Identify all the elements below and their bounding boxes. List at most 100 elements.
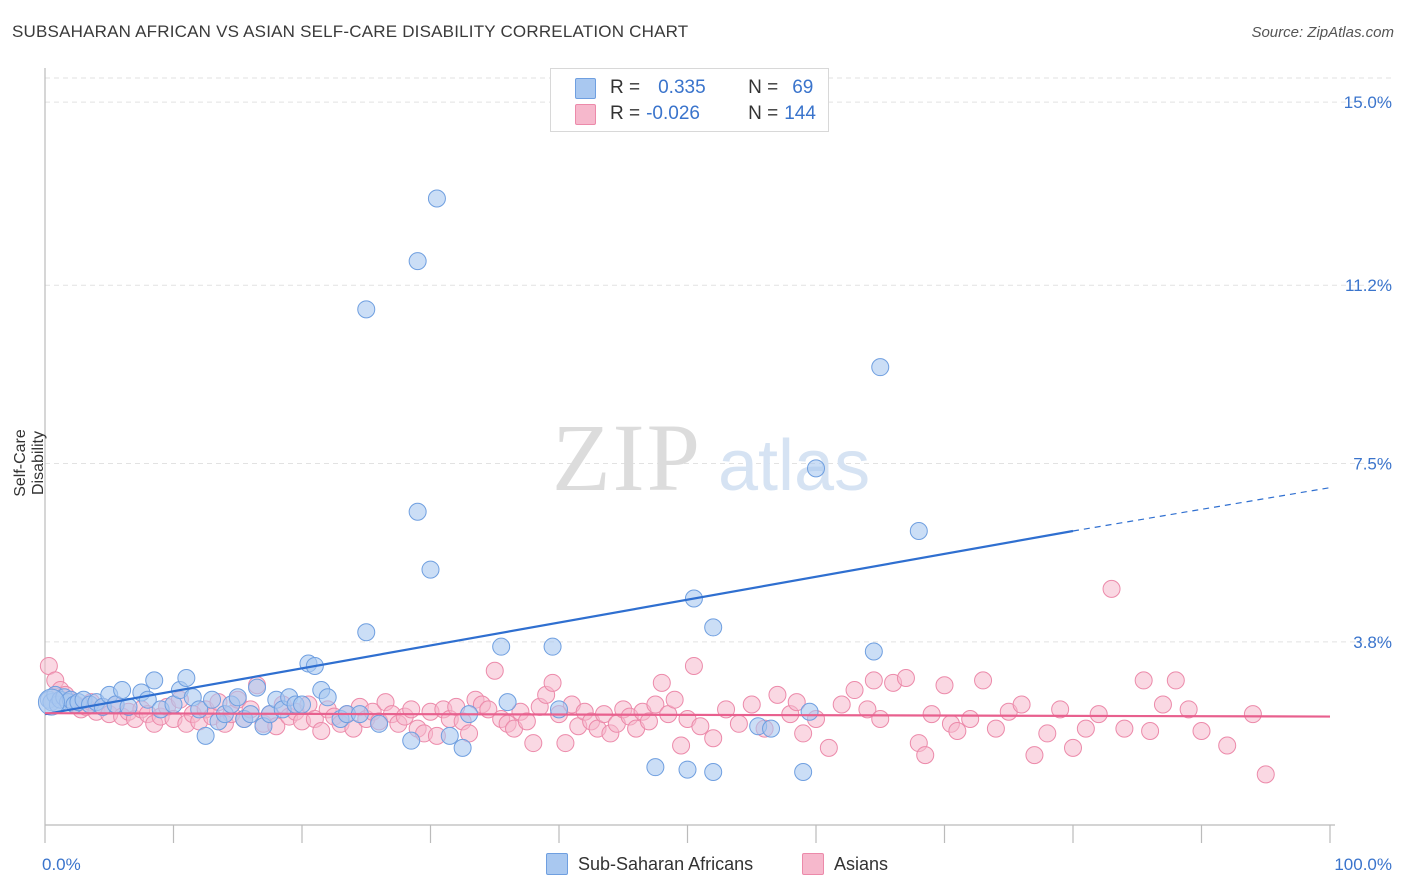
asians-point [1243, 705, 1262, 724]
asians-point [517, 712, 536, 731]
asians-point [1089, 705, 1108, 724]
asians-point [543, 673, 562, 692]
asians-point [1064, 738, 1082, 757]
sub-saharan-point [646, 758, 665, 777]
legend-item-asians[interactable]: Asians [802, 853, 888, 875]
asians-point [639, 712, 658, 731]
asians-point [684, 656, 703, 675]
sub-saharan-point [440, 726, 459, 745]
watermark-atlas: atlas [718, 426, 870, 506]
asians-point [1256, 765, 1275, 784]
sub-saharan-point [762, 719, 781, 738]
sub-saharan-point [807, 459, 825, 478]
asians-point [787, 693, 806, 712]
asians-point [896, 669, 915, 688]
y-tick-label: 15.0% [1344, 93, 1392, 112]
legend-n-value: 144 [784, 103, 816, 124]
sub-saharan-point [357, 300, 376, 319]
asians-point [916, 746, 935, 765]
asians-point [312, 722, 331, 741]
asians-point [948, 722, 967, 741]
asians-point [1179, 700, 1198, 719]
tick-labels: 3.8% 7.5% 11.2% 15.0% 0.0% 100.0% [42, 93, 1392, 874]
legend-n-value: 69 [792, 77, 814, 98]
sub-saharan-point [248, 678, 267, 697]
legend-n-label: N = [748, 77, 779, 98]
asians-point [794, 724, 813, 743]
asians-point [832, 695, 851, 714]
sub-saharan-point [228, 688, 247, 707]
legend-n-label: N = [748, 103, 779, 124]
legend-swatch-blue [575, 77, 596, 99]
asians-point [1038, 724, 1057, 743]
sub-saharan-point [492, 637, 511, 656]
asians-point [652, 673, 671, 692]
asians-point [961, 709, 980, 728]
asians-point [691, 717, 710, 736]
asians-point [974, 671, 993, 690]
legend-row-asians: R = -0.026 N = 144 [575, 102, 816, 126]
asians-point [768, 685, 787, 704]
chart-title: SUBSAHARAN AFRICAN VS ASIAN SELF-CARE DI… [12, 22, 689, 41]
asians-point [742, 695, 761, 714]
legend-label: Sub-Saharan Africans [578, 853, 754, 874]
asians-point [717, 700, 736, 719]
watermark-zip: ZIP [552, 404, 702, 511]
sub-saharan-point [177, 669, 196, 688]
sub-saharan-point [864, 642, 883, 661]
sub-saharan-point [871, 358, 890, 377]
sub-saharan-point [318, 688, 337, 707]
legend-label: Asians [834, 853, 889, 874]
asians-point [485, 661, 504, 680]
y-tick-label: 11.2% [1345, 276, 1392, 295]
legend-r-value: -0.026 [646, 103, 700, 124]
x-tick-label: 0.0% [42, 855, 81, 874]
asians-point [858, 700, 877, 719]
legend-r-label: R = [610, 77, 641, 98]
asians-point [922, 705, 941, 724]
series-legend: Sub-Saharan Africans Asians [0, 851, 1406, 877]
asians-point [672, 736, 691, 755]
sub-saharan-point [203, 690, 222, 709]
sub-saharan-trend-line [44, 529, 1074, 716]
asians-point [646, 695, 665, 714]
legend-swatch-pink [575, 103, 596, 125]
asians-point [1166, 671, 1185, 690]
sub-saharan-point [145, 671, 164, 690]
x-tick-label: 100.0% [1334, 855, 1392, 874]
sub-saharan-point [293, 695, 311, 714]
sub-saharan-point [370, 714, 389, 733]
grid-lines [45, 77, 1392, 643]
asians-point [1141, 722, 1160, 741]
asians-point [665, 690, 684, 709]
asians-point [986, 719, 1005, 738]
chart-source: Source: ZipAtlas.com [1251, 24, 1394, 41]
sub-saharan-point [453, 738, 472, 757]
sub-saharan-point [543, 637, 562, 656]
asians-point [1192, 722, 1211, 741]
asians-point [1134, 671, 1153, 690]
sub-saharan-point [427, 189, 446, 208]
sub-saharan-point [357, 623, 376, 642]
trend-lines [44, 487, 1331, 718]
sub-saharan-point [402, 731, 421, 750]
legend-swatch-blue [546, 853, 568, 875]
sub-saharan-point [704, 762, 723, 781]
asians-point [402, 700, 421, 719]
asians-point [1115, 719, 1134, 738]
asians-point [704, 729, 723, 748]
sub-saharan-point [704, 618, 723, 637]
asians-point [524, 734, 543, 753]
correlation-legend: R = 0.335 N = 69 R = -0.026 N = 144 [550, 68, 829, 132]
asians-point [1012, 695, 1031, 714]
sub-saharan-point [909, 522, 928, 541]
legend-swatch-pink [802, 853, 824, 875]
sub-saharan-point [408, 252, 427, 271]
sub-saharan-point [678, 760, 697, 779]
asians-point [935, 676, 954, 695]
asians-point [1051, 700, 1070, 719]
sub-saharan-point [794, 762, 813, 781]
legend-item-sub-saharan[interactable]: Sub-Saharan Africans [546, 853, 753, 875]
asians-point [819, 738, 838, 757]
